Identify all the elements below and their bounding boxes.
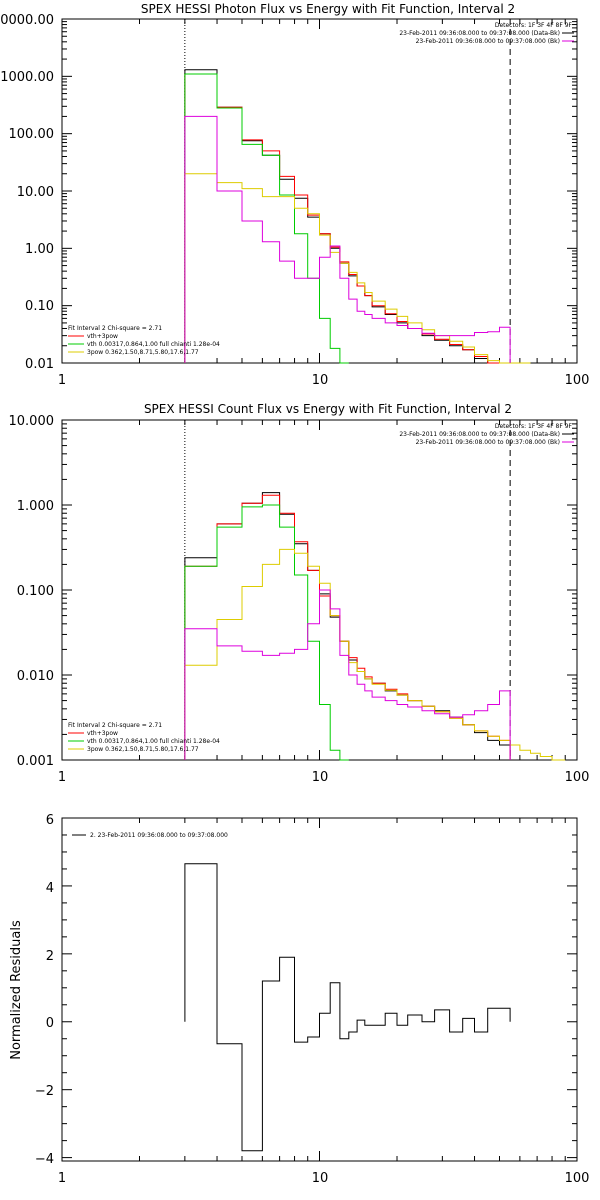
bk-interval-text: 23-Feb-2011 09:36:08.000 to 09:37:08.000…	[416, 439, 560, 446]
count-flux-y-tick-label: 1.000	[17, 499, 54, 514]
residuals-y-tick-label: 4	[46, 881, 54, 896]
photon-flux-panel: SPEX HESSI Photon Flux vs Energy with Fi…	[0, 2, 589, 388]
photon-flux-series-3	[184, 173, 531, 364]
detectors-text: Detectors: 1F 3F 4F 8F 9F	[495, 423, 573, 430]
photon-flux-y-tick-label: 1.00	[25, 242, 54, 257]
data-interval-text: 23-Feb-2011 09:36:08.000 to 09:37:08.000…	[399, 30, 560, 37]
residuals-plot-frame	[61, 817, 578, 1162]
vth-3pow-text: vth+3pow	[87, 333, 118, 340]
photon-flux-y-tick-label: 0.01	[25, 357, 54, 372]
residuals-y-axis-label: Normalized Residuals	[9, 920, 24, 1060]
photon-flux-series-4	[184, 115, 511, 363]
photon-flux-title: SPEX HESSI Photon Flux vs Energy with Fi…	[141, 2, 515, 16]
vth-text: vth 0.00317,0.864,1.00 full chianti 1.28…	[87, 738, 220, 745]
residuals-x-tick-label: 10	[312, 1171, 329, 1186]
vth-text: vth 0.00317,0.864,1.00 full chianti 1.28…	[87, 341, 220, 348]
residuals-x-tick-label: 100	[565, 1171, 590, 1186]
residuals-y-tick-label: −4	[35, 1152, 54, 1167]
residuals-x-tick-label: 1	[58, 1171, 66, 1186]
photon-flux-y-tick-label: 10.00	[17, 185, 54, 200]
count-flux-series-3	[184, 548, 566, 761]
residuals-legend-text: 2. 23-Feb-2011 09:36:08.000 to 09:37:08.…	[90, 832, 228, 839]
count-flux-x-tick-label: 100	[565, 770, 590, 785]
photon-flux-series-1	[184, 73, 511, 364]
photon-flux-x-tick-label: 10	[312, 373, 329, 388]
count-flux-x-tick-label: 1	[58, 770, 66, 785]
count-flux-series-1	[184, 494, 511, 760]
photon-flux-y-tick-label: 1000.00	[0, 70, 54, 85]
3pow-text: 3pow 0.362,1.50,8.71,5.80,17.6,1.77	[87, 349, 199, 356]
count-flux-y-tick-label: 10.000	[9, 414, 55, 429]
vth-3pow-text: vth+3pow	[87, 730, 118, 737]
photon-flux-y-tick-label: 100.00	[9, 127, 55, 142]
residuals-panel: −4 −2 0 2 4 6 1 10 100 Normalized Residu…	[9, 813, 589, 1186]
count-flux-panel: SPEX HESSI Count Flux vs Energy with Fit…	[9, 402, 590, 785]
residuals-series-0	[184, 863, 511, 1152]
bk-interval-text: 23-Feb-2011 09:36:08.000 to 09:37:08.000…	[416, 38, 560, 45]
count-flux-y-tick-label: 0.100	[17, 584, 54, 599]
count-flux-series-4	[184, 589, 511, 760]
photon-flux-y-tick-label: 10000.00	[0, 13, 54, 28]
count-flux-series-0	[184, 492, 511, 760]
residuals-y-tick-label: 0	[46, 1016, 54, 1031]
photon-flux-x-tick-label: 1	[58, 373, 66, 388]
photon-flux-series-2	[184, 73, 349, 364]
photon-flux-series-0	[184, 69, 511, 364]
photon-flux-y-tick-label: 0.10	[25, 299, 54, 314]
3pow-text: 3pow 0.362,1.50,8.71,5.80,17.6,1.77	[87, 746, 199, 753]
residuals-y-tick-label: −2	[35, 1084, 54, 1099]
residuals-y-tick-label: 6	[46, 813, 54, 828]
fit-interval-text: Fit Interval 2 Chi-square = 2.71	[68, 722, 162, 729]
count-flux-title: SPEX HESSI Count Flux vs Energy with Fit…	[144, 402, 512, 416]
photon-flux-x-tick-label: 100	[565, 373, 590, 388]
data-interval-text: 23-Feb-2011 09:36:08.000 to 09:37:08.000…	[399, 431, 560, 438]
count-flux-y-tick-label: 0.001	[17, 754, 54, 769]
count-flux-series-2	[184, 504, 349, 761]
fit-interval-text: Fit Interval 2 Chi-square = 2.71	[68, 325, 162, 332]
detectors-text: Detectors: 1F 3F 4F 8F 9F	[495, 22, 573, 29]
residuals-y-tick-label: 2	[46, 949, 54, 964]
count-flux-x-tick-label: 10	[312, 770, 329, 785]
count-flux-y-tick-label: 0.010	[17, 669, 54, 684]
